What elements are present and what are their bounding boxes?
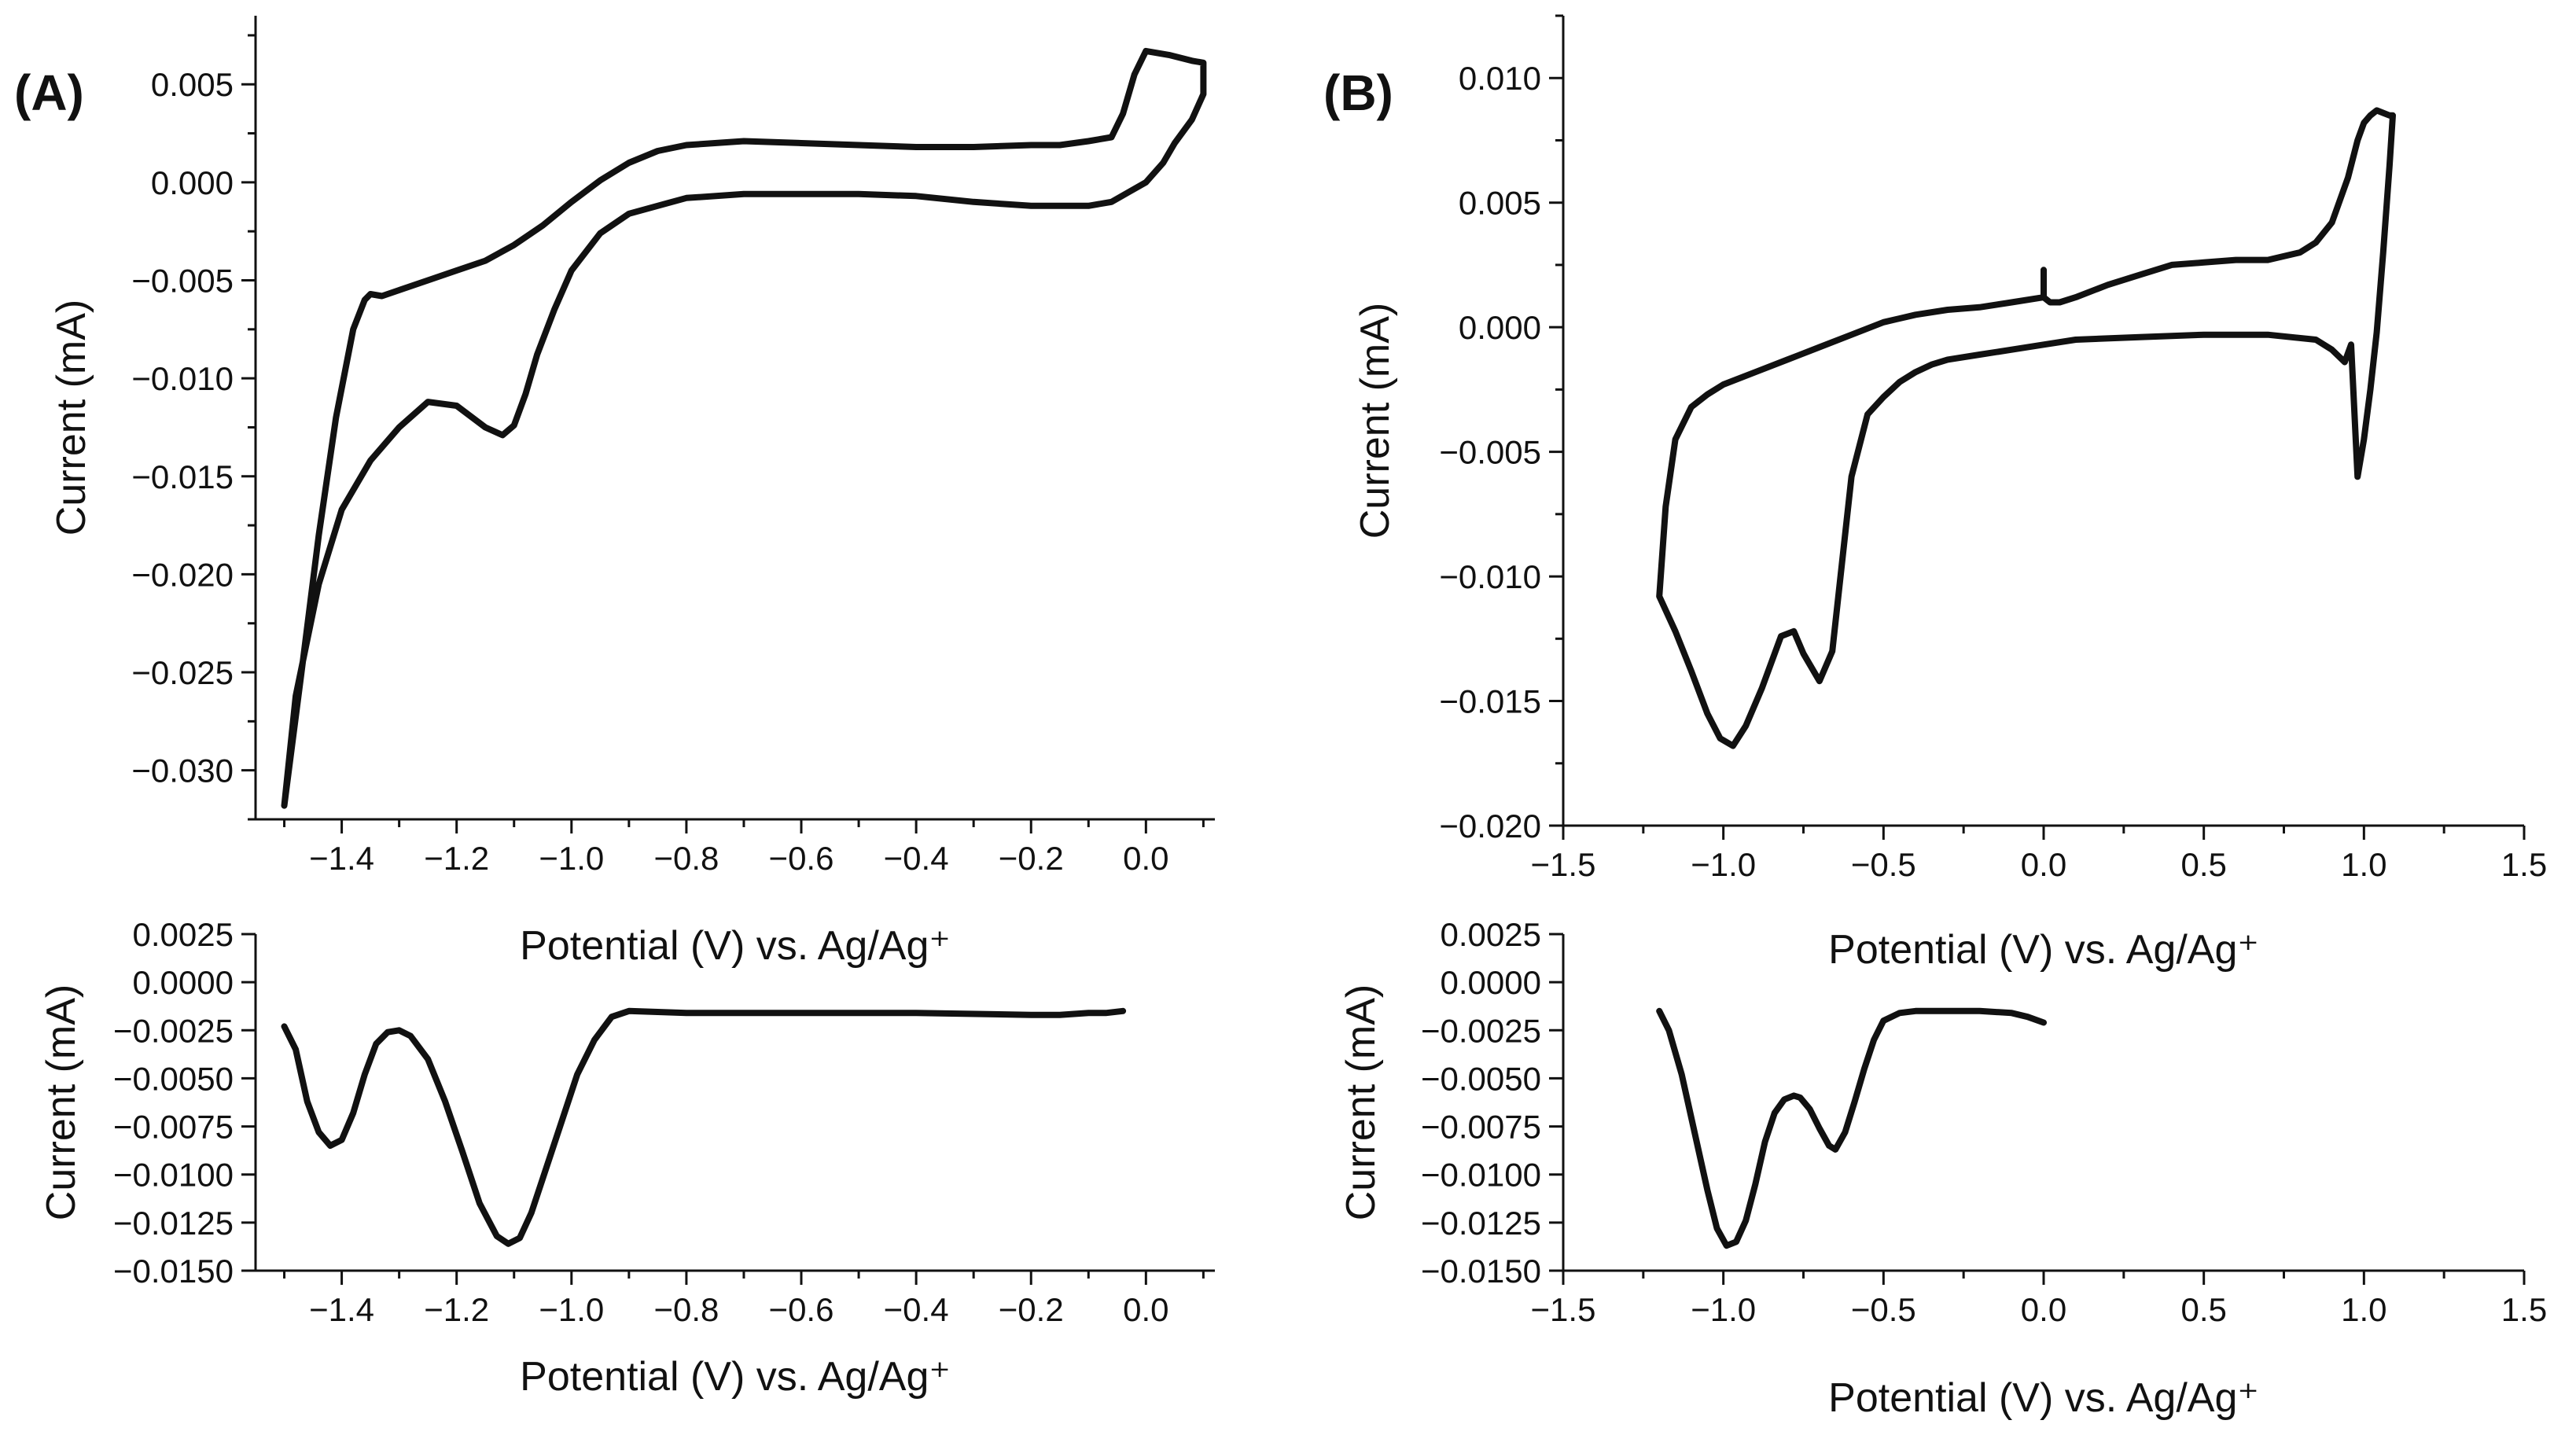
B-cv-x-tick-label: 0.0 [2021,846,2066,883]
panel-b-cv-chart: −1.5 −1.0 −0.5 0.0 0.5 1.0 1.5 0.010 0.005 0.000 −… [1352,14,2547,973]
B-dpv-y-tick-label: −0.0050 [1421,1060,1541,1097]
A-cv-x-tick-label: −0.8 [653,840,719,877]
panel-label-b: (B) [1323,64,1393,121]
A-cv-y-axis-label: Current (mA) [49,300,94,535]
A-cv-x-axis-label: Potential (V) vs. Ag/Ag⁺ [520,923,951,969]
B-cv-y-tick-label: 0.005 [1459,185,1541,222]
B-cv-y-tick-label: 0.010 [1459,60,1541,97]
B-dpv-x-tick-label: 1.5 [2501,1291,2547,1328]
A-cv-y-tick-label: −0.025 [131,654,234,691]
A-dpv-x-tick-label: −0.8 [653,1291,719,1328]
A-dpv-y-tick-label: 0.0000 [133,964,234,1001]
A-dpv-y-tick-label: −0.0125 [113,1205,234,1242]
B-dpv-x-tick-label: 0.5 [2180,1291,2226,1328]
A-cv-y-tick-label: 0.005 [151,66,234,103]
B-dpv-y-tick-label: 0.0000 [1441,964,1541,1001]
B-cv-x-tick-label: −0.5 [1851,846,1916,883]
A-dpv-x-tick-label: −0.2 [999,1291,1064,1328]
B-cv-series-line [1656,107,2396,749]
A-dpv-y-tick-label: −0.0150 [113,1253,234,1290]
A-dpv-y-tick-label: 0.0025 [133,916,234,953]
B-dpv-x-tick-label: −1.5 [1531,1291,1596,1328]
B-cv-y-tick-label: 0.000 [1459,309,1541,346]
B-cv-y-tick-label: −0.020 [1439,808,1541,844]
B-cv-x-axis-label: Potential (V) vs. Ag/Ag⁺ [1828,927,2259,973]
B-dpv-series-line [1656,1007,2047,1249]
B-cv-y-axis-label: Current (mA) [1352,303,1398,539]
B-cv-x-tick-label: −1.0 [1691,846,1756,883]
B-dpv-x-tick-label: 1.0 [2341,1291,2386,1328]
B-cv-x-tick-label: 1.0 [2341,846,2386,883]
A-dpv-x-tick-label: −1.2 [424,1291,489,1328]
B-dpv-y-tick-label: −0.0075 [1421,1109,1541,1146]
A-dpv-y-tick-label: −0.0025 [113,1012,234,1049]
A-cv-y-tick-label: −0.010 [131,360,234,397]
B-dpv-y-tick-label: 0.0025 [1441,916,1541,953]
A-cv-x-tick-label: −1.0 [539,840,604,877]
B-dpv-y-tick-label: −0.0025 [1421,1012,1541,1049]
B-dpv-y-tick-label: −0.0125 [1421,1205,1541,1242]
A-cv-series-line [281,47,1207,809]
A-cv-x-tick-label: −0.2 [999,840,1064,877]
B-cv-y-tick-label: −0.005 [1439,434,1541,471]
B-dpv-x-tick-label: −1.0 [1691,1291,1756,1328]
A-cv-x-tick-label: 0.0 [1123,840,1168,877]
A-dpv-series-line [281,1007,1127,1247]
B-dpv-y-tick-label: −0.0150 [1421,1253,1541,1290]
A-dpv-x-axis-label: Potential (V) vs. Ag/Ag⁺ [520,1354,951,1400]
B-dpv-x-tick-label: −0.5 [1851,1291,1916,1328]
A-dpv-x-tick-label: −0.4 [884,1291,949,1328]
panel-a-cv-chart: −1.4 −1.2 −1.0 −0.8 −0.6 −0.4 −0.2 0.0 0.005 0.00… [49,16,1215,969]
A-dpv-y-tick-label: −0.0050 [113,1060,234,1097]
A-cv-x-tick-label: −1.2 [424,840,489,877]
B-cv-x-tick-label: 1.5 [2501,846,2547,883]
A-cv-y-tick-label: −0.005 [131,263,234,300]
A-dpv-y-tick-label: −0.0100 [113,1157,234,1194]
A-dpv-x-tick-label: 0.0 [1123,1291,1168,1328]
A-cv-y-tick-label: 0.000 [151,164,234,201]
A-cv-y-tick-label: −0.015 [131,458,234,495]
A-dpv-y-axis-label: Current (mA) [39,984,84,1220]
panel-label-a: (A) [14,64,84,121]
B-cv-x-tick-label: 0.5 [2180,846,2226,883]
A-dpv-y-tick-label: −0.0075 [113,1109,234,1146]
A-cv-x-tick-label: −0.4 [884,840,949,877]
A-dpv-x-tick-label: −1.0 [539,1291,604,1328]
B-cv-y-tick-label: −0.015 [1439,683,1541,720]
A-dpv-x-tick-label: −0.6 [769,1291,834,1328]
B-dpv-x-tick-label: 0.0 [2021,1291,2066,1328]
A-cv-x-tick-label: −0.6 [769,840,834,877]
A-cv-y-tick-label: −0.030 [131,752,234,789]
A-cv-y-tick-label: −0.020 [131,556,234,593]
B-cv-x-tick-label: −1.5 [1531,846,1596,883]
A-dpv-x-tick-label: −1.4 [309,1291,374,1328]
panel-a-dpv-chart: −1.4 −1.2 −1.0 −0.8 −0.6 −0.4 −0.2 0.0 0.0025 0.0… [39,916,1215,1400]
B-dpv-x-axis-label: Potential (V) vs. Ag/Ag⁺ [1828,1375,2259,1421]
panel-b-dpv-chart: −1.5 −1.0 −0.5 0.0 0.5 1.0 1.5 0.0025 0.0000 −0.0… [1338,916,2547,1421]
A-cv-x-tick-label: −1.4 [309,840,374,877]
B-dpv-y-axis-label: Current (mA) [1338,984,1384,1220]
B-dpv-y-tick-label: −0.0100 [1421,1157,1541,1194]
B-cv-y-tick-label: −0.010 [1439,558,1541,595]
